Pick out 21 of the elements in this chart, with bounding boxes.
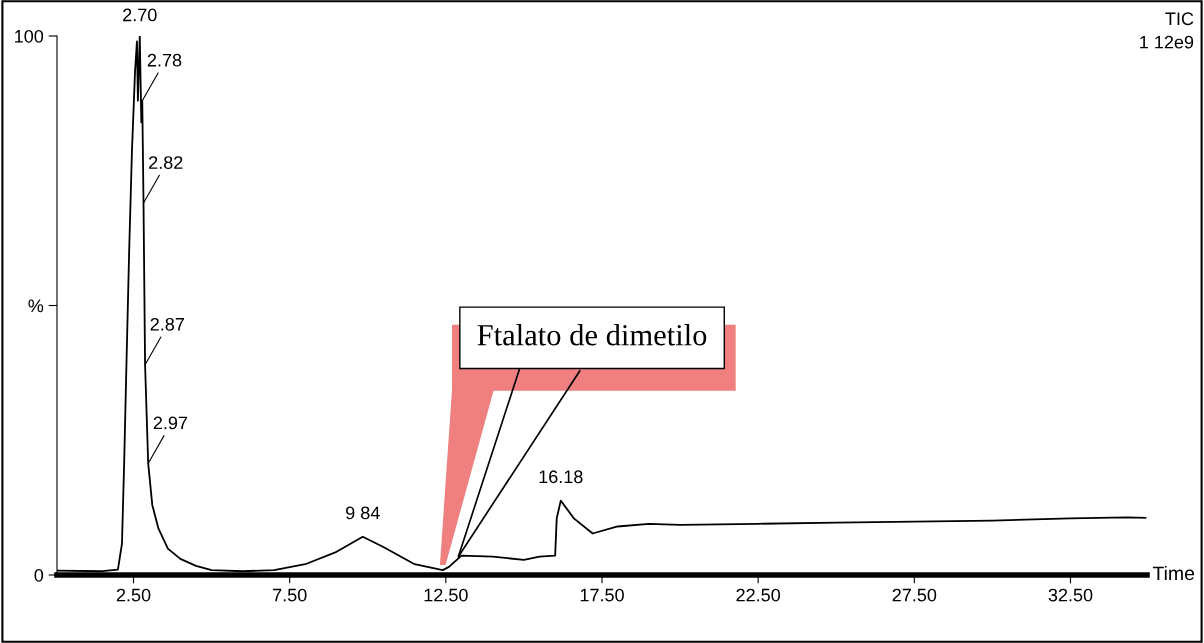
y-tick-label: 0 <box>34 568 44 582</box>
x-tick-label: 17.50 <box>580 588 624 602</box>
annotation: Ftalato de dimetilo <box>477 323 707 346</box>
annotation: 2.82 <box>149 156 183 169</box>
x-tick-label: 22.50 <box>736 588 781 602</box>
x-tick-label: 32.50 <box>1048 588 1093 602</box>
x-tick-label: 7.50 <box>273 588 307 602</box>
annotation: 2.97 <box>153 416 188 430</box>
x-tick-label: 2.50 <box>116 588 151 602</box>
annotation: 2.87 <box>150 317 184 331</box>
annotation: 1 12e9 <box>1140 35 1194 49</box>
y-tick-label: 100 <box>15 29 44 43</box>
x-tick-label: 12.50 <box>424 588 468 602</box>
annotation: 9 84 <box>346 506 380 520</box>
x-axis-title: Time <box>1152 565 1195 581</box>
annotation: 16.18 <box>539 470 583 484</box>
text: TIC <box>1165 12 1194 26</box>
annotation: 2.70 <box>123 8 157 22</box>
y-tick-label: % <box>28 299 44 313</box>
x-tick-label: 27.50 <box>892 588 937 602</box>
annotation: 2.78 <box>147 53 182 67</box>
